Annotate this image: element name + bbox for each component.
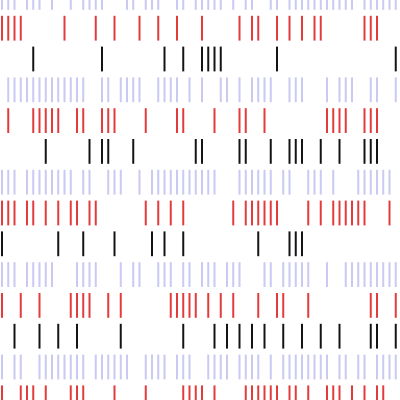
line-row	[7, 77, 397, 103]
line-row	[1, 354, 397, 380]
line-row	[1, 0, 397, 10]
line-row	[32, 46, 397, 72]
line-row	[1, 293, 397, 318]
line-row	[1, 169, 391, 195]
line-row	[1, 15, 378, 41]
line-row	[13, 323, 397, 349]
line-row	[44, 139, 378, 164]
line-row	[1, 385, 385, 400]
line-row	[7, 108, 378, 133]
line-row	[1, 262, 397, 287]
line-row	[1, 231, 303, 257]
line-row	[1, 200, 391, 226]
